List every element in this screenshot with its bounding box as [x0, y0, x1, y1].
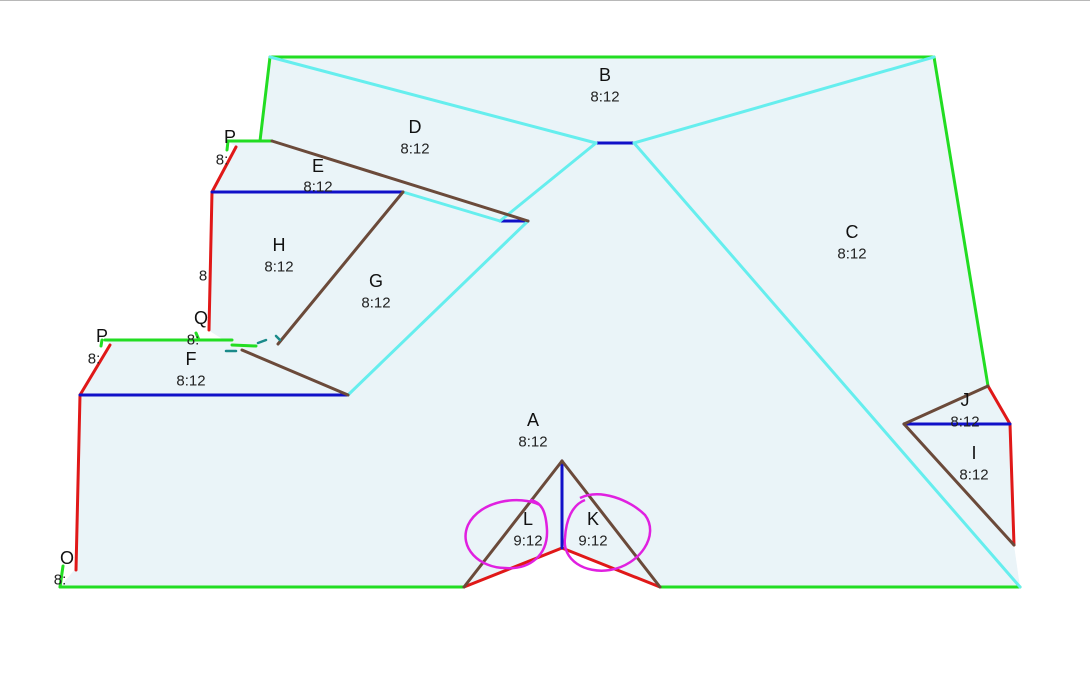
face-label: J 8:12: [950, 390, 979, 431]
eave-line: [194, 331, 201, 342]
face-label: L 9:12: [513, 509, 542, 550]
face-pitch: 8:12: [400, 141, 429, 158]
hip-line: [632, 141, 1022, 589]
face-letter: F: [186, 349, 197, 369]
face-pitch: 8:: [88, 351, 101, 368]
valley-line: [240, 348, 350, 397]
eave-line: [230, 343, 258, 348]
face-label: B 8:12: [590, 65, 619, 106]
face-pitch: 8:12: [264, 259, 293, 276]
eave-line: [225, 139, 230, 152]
face-label: F 8:12: [176, 349, 205, 390]
rake-line: [1008, 422, 1016, 547]
markup-circle: [464, 498, 549, 570]
face-pitch: 8:12: [518, 434, 547, 451]
valley-line: [276, 190, 405, 346]
face-letter: B: [599, 65, 611, 85]
face-letter: C: [846, 222, 859, 242]
face-label: E 8:12: [303, 156, 332, 196]
eave-line: [932, 55, 990, 388]
eave-line: [58, 564, 65, 589]
face-pitch: 8:12: [361, 295, 390, 312]
flashing-line: [256, 338, 268, 345]
rake-line: [210, 145, 238, 194]
markup-circle: [563, 493, 652, 572]
valley-line: [902, 384, 990, 426]
hip-line: [268, 55, 598, 145]
face-pitch: 8:12: [590, 89, 619, 106]
face-pitch: 8:12: [176, 373, 205, 390]
face-pitch: 8:12: [303, 179, 332, 196]
flashing-line: [274, 334, 282, 342]
face-label: O 8:: [54, 548, 74, 589]
face-label: A 8:12: [518, 410, 547, 451]
face-letter: J: [961, 390, 970, 410]
face-label: 8: [199, 268, 207, 285]
face-letter: P: [96, 326, 108, 346]
face-letter: I: [971, 443, 976, 463]
hip-line: [498, 141, 598, 223]
face-label: P 8:: [88, 326, 108, 368]
valley-line: [560, 459, 662, 589]
hip-line: [632, 55, 936, 145]
rake-line: [207, 190, 214, 332]
roof-outline: [60, 57, 1020, 587]
face-label: G 8:12: [361, 271, 390, 312]
valley-line: [462, 459, 564, 589]
face-letter: D: [409, 117, 422, 137]
face-pitch: 9:12: [578, 533, 607, 550]
face-pitch: 8: [199, 268, 207, 285]
face-label: H 8:12: [264, 235, 293, 276]
rake-line: [74, 393, 82, 572]
face-letter: G: [369, 271, 383, 291]
face-label: C 8:12: [837, 222, 866, 263]
face-letter: A: [527, 410, 539, 430]
top-border: [0, 0, 1090, 1]
rake-line: [78, 343, 112, 397]
eave-line: [258, 55, 272, 143]
face-pitch: 8:: [216, 152, 229, 169]
face-letter: K: [587, 509, 599, 529]
hip-line: [401, 190, 502, 223]
face-letter: Q: [194, 308, 208, 328]
face-pitch: 8:12: [959, 467, 988, 484]
face-label: K 9:12: [578, 509, 607, 550]
face-label: Q 8:: [187, 308, 208, 349]
hip-line: [346, 219, 530, 397]
valley-line: [270, 139, 530, 223]
face-pitch: 8:12: [837, 246, 866, 263]
face-letter: E: [312, 156, 324, 176]
markup-layer: [464, 493, 652, 572]
face-pitch: 9:12: [513, 533, 542, 550]
face-letter: H: [273, 235, 286, 255]
face-letter: P: [224, 127, 236, 147]
face-pitch: 8:: [54, 572, 67, 589]
face-letter: O: [60, 548, 74, 568]
face-letter: L: [523, 509, 533, 529]
face-pitch: 8:: [187, 332, 200, 349]
face-label: D 8:12: [400, 117, 429, 158]
face-label: P 8:: [216, 127, 236, 169]
eave-line: [99, 338, 104, 348]
valley-line: [902, 422, 1016, 547]
face-pitch: 8:12: [950, 414, 979, 431]
face-label: I 8:12: [959, 443, 988, 484]
rake-line: [986, 384, 1012, 426]
rake-line: [560, 546, 662, 589]
